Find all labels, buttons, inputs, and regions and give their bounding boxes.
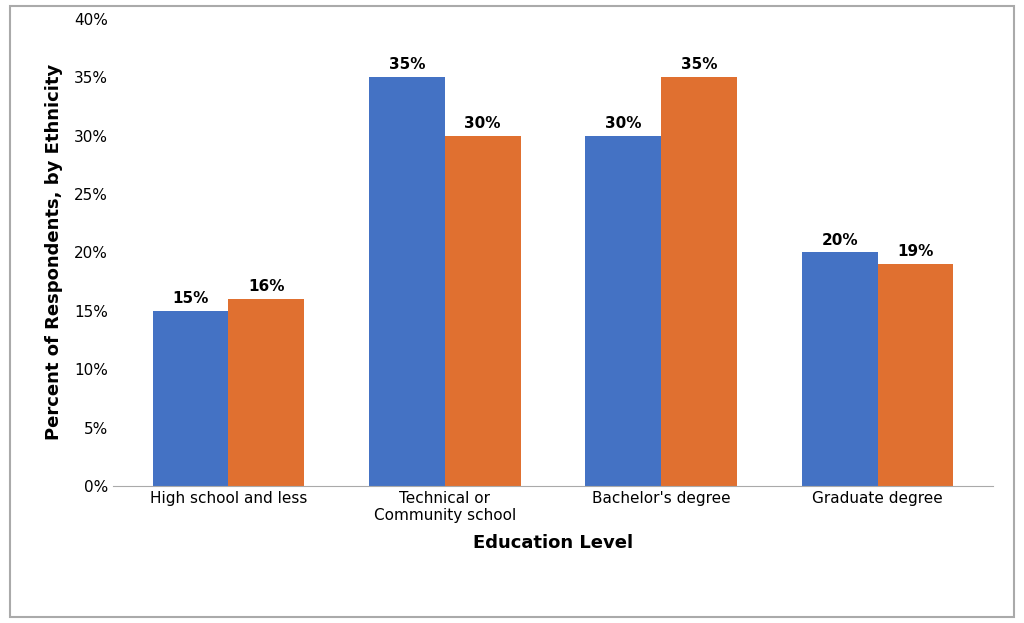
Text: 16%: 16% xyxy=(248,279,285,295)
Bar xyxy=(444,136,520,486)
Bar xyxy=(369,77,444,486)
Bar xyxy=(228,299,304,486)
Text: 35%: 35% xyxy=(389,57,425,72)
Text: 15%: 15% xyxy=(172,291,209,306)
Bar xyxy=(878,264,953,486)
Bar xyxy=(662,77,737,486)
Text: 20%: 20% xyxy=(821,232,858,248)
X-axis label: Education Level: Education Level xyxy=(473,535,633,553)
Bar xyxy=(586,136,662,486)
Bar xyxy=(802,252,878,486)
Text: 19%: 19% xyxy=(897,244,934,259)
Y-axis label: Percent of Respondents, by Ethnicity: Percent of Respondents, by Ethnicity xyxy=(45,64,62,440)
Text: 30%: 30% xyxy=(465,116,501,131)
Text: 35%: 35% xyxy=(681,57,717,72)
Text: 30%: 30% xyxy=(605,116,641,131)
Bar xyxy=(153,311,228,486)
